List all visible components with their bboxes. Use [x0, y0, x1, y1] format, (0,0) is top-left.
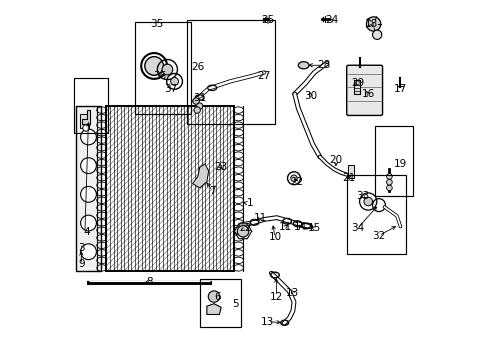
Circle shape — [386, 179, 391, 185]
Bar — [74, 78, 108, 134]
Text: 16: 16 — [361, 89, 374, 99]
Text: 26: 26 — [191, 62, 204, 72]
Bar — [199, 279, 241, 327]
Text: 13: 13 — [285, 288, 299, 298]
Polygon shape — [82, 110, 90, 125]
Circle shape — [162, 64, 172, 75]
Text: 27: 27 — [257, 71, 270, 81]
Circle shape — [81, 244, 96, 260]
Ellipse shape — [298, 62, 308, 69]
Text: 36: 36 — [153, 71, 166, 81]
Text: 10: 10 — [268, 232, 281, 242]
Polygon shape — [192, 164, 208, 188]
Bar — [187, 21, 274, 125]
Circle shape — [386, 185, 391, 191]
Bar — [76, 107, 101, 271]
Text: 30: 30 — [304, 91, 317, 101]
Text: 15: 15 — [307, 224, 321, 233]
Circle shape — [192, 98, 199, 104]
Text: 17: 17 — [393, 84, 407, 94]
Circle shape — [170, 77, 178, 85]
Circle shape — [386, 174, 391, 179]
Polygon shape — [206, 304, 221, 315]
Circle shape — [208, 291, 219, 302]
Text: 25: 25 — [261, 15, 274, 26]
Text: 23: 23 — [214, 162, 227, 172]
Text: 1: 1 — [246, 198, 253, 208]
Circle shape — [144, 57, 163, 75]
Circle shape — [196, 103, 203, 109]
Text: 8: 8 — [146, 277, 152, 287]
Text: 11: 11 — [279, 222, 292, 231]
Text: 29: 29 — [350, 78, 364, 88]
Text: 19: 19 — [393, 159, 407, 169]
Text: 18: 18 — [365, 19, 378, 29]
Bar — [346, 175, 405, 253]
Circle shape — [290, 175, 297, 181]
FancyBboxPatch shape — [346, 65, 382, 116]
Circle shape — [372, 30, 381, 40]
Text: 24: 24 — [325, 15, 338, 26]
Text: 35: 35 — [150, 19, 163, 29]
Text: 9: 9 — [78, 259, 84, 269]
Bar — [80, 114, 88, 128]
Circle shape — [82, 125, 89, 131]
Text: 34: 34 — [350, 224, 364, 233]
Bar — [347, 165, 353, 178]
Bar — [106, 107, 233, 271]
Bar — [135, 22, 190, 114]
Text: 7: 7 — [208, 186, 215, 196]
Text: 31: 31 — [193, 93, 206, 103]
Text: 4: 4 — [83, 227, 90, 237]
Text: 22: 22 — [289, 177, 303, 187]
Circle shape — [366, 17, 380, 31]
Circle shape — [81, 158, 96, 174]
Bar — [375, 126, 412, 196]
Bar — [353, 80, 360, 94]
Text: 3: 3 — [78, 243, 84, 253]
Text: 13: 13 — [261, 317, 274, 327]
Circle shape — [81, 215, 96, 231]
Circle shape — [363, 197, 372, 206]
Circle shape — [194, 107, 200, 113]
Circle shape — [81, 129, 96, 145]
Text: 11: 11 — [253, 213, 267, 222]
Text: 20: 20 — [329, 155, 342, 165]
Text: 32: 32 — [371, 231, 385, 240]
Text: 33: 33 — [355, 191, 369, 201]
Circle shape — [81, 186, 96, 202]
Text: 28: 28 — [316, 60, 329, 70]
Text: 37: 37 — [164, 84, 177, 94]
Circle shape — [237, 226, 248, 237]
Text: 14: 14 — [293, 222, 306, 231]
Text: 21: 21 — [341, 173, 354, 183]
Text: 6: 6 — [214, 292, 221, 302]
Text: 2: 2 — [244, 224, 250, 233]
Text: 12: 12 — [269, 292, 283, 302]
Text: 5: 5 — [232, 299, 238, 309]
